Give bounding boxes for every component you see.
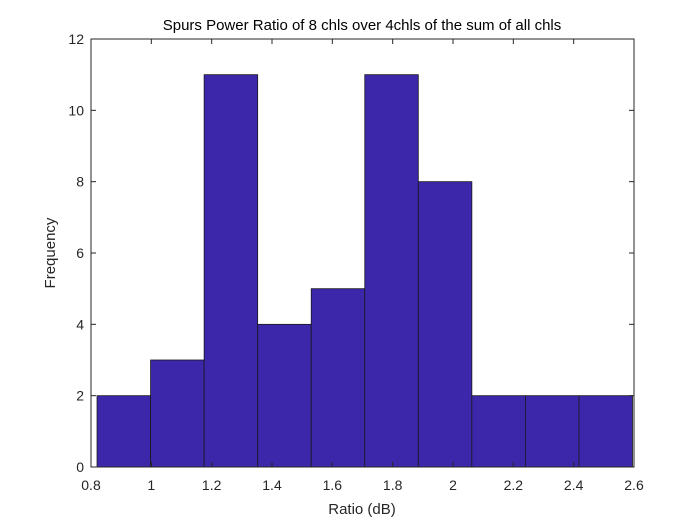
y-tick-label: 10 <box>68 102 84 118</box>
x-tick-label: 1.8 <box>383 477 403 493</box>
y-tick-label: 4 <box>76 316 84 332</box>
y-axis-ticks: 0 2 4 6 8 10 12 <box>68 31 634 475</box>
x-tick-label: 1.4 <box>262 477 282 493</box>
x-axis-label: Ratio (dB) <box>328 501 396 518</box>
histogram-bar <box>96 395 151 468</box>
x-tick-label: 1.6 <box>323 477 343 493</box>
histogram-bar <box>203 74 259 468</box>
histogram-bar <box>417 181 473 468</box>
histogram-bar <box>257 323 312 468</box>
x-tick-label: 1.2 <box>202 477 222 493</box>
histogram-bar <box>364 74 419 468</box>
x-tick-label: 0.8 <box>81 477 101 493</box>
x-tick-label: 2 <box>449 477 457 493</box>
x-tick-label: 1 <box>147 477 155 493</box>
histogram-bar <box>525 395 580 468</box>
histogram-bar <box>471 395 526 468</box>
y-tick-label: 0 <box>76 459 84 475</box>
y-axis-label: Frequency <box>42 217 59 288</box>
x-tick-label: 2.2 <box>504 477 524 493</box>
x-tick-label: 2.6 <box>624 477 644 493</box>
y-tick-label: 6 <box>76 245 84 261</box>
histogram-bar <box>150 359 205 468</box>
y-tick-label: 2 <box>76 388 84 404</box>
y-tick-label: 12 <box>68 31 84 47</box>
histogram-bar <box>310 288 366 468</box>
bars-group <box>96 74 633 468</box>
y-tick-label: 8 <box>76 174 84 190</box>
x-tick-label: 2.4 <box>564 477 584 493</box>
chart-title: Spurs Power Ratio of 8 chls over 4chls o… <box>163 17 562 34</box>
histogram-bar <box>578 395 633 468</box>
x-axis-ticks: 0.8 1 1.2 1.4 1.6 1.8 2 2.2 2.4 2.6 <box>81 39 644 493</box>
